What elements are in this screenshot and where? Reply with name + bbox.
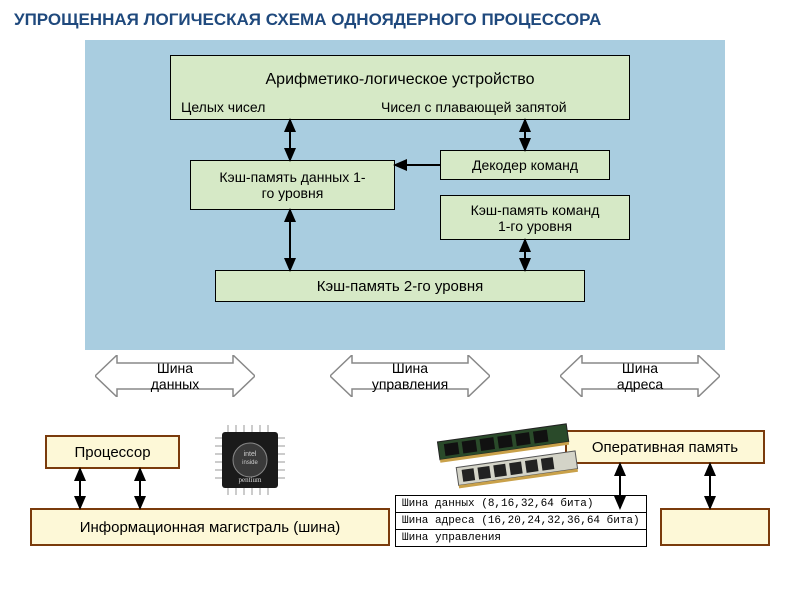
cpu-box: Процессор bbox=[45, 435, 180, 469]
svg-text:intel: intel bbox=[244, 451, 257, 458]
cache-instr-l1-line1: Кэш-память команд bbox=[471, 202, 600, 218]
bus-control-l2: управления bbox=[372, 376, 448, 392]
bus-address-l2: адреса bbox=[617, 376, 663, 392]
bus-address-l1: Шина bbox=[617, 360, 663, 376]
bus-box: Информационная магистраль (шина) bbox=[30, 508, 390, 546]
decoder-label: Декодер команд bbox=[472, 157, 578, 173]
bus-table-row: Шина адреса (16,20,24,32,36,64 бита) bbox=[396, 513, 647, 530]
page-title: УПРОЩЕННАЯ ЛОГИЧЕСКАЯ СХЕМА ОДНОЯДЕРНОГО… bbox=[14, 10, 601, 30]
cpu-label: Процессор bbox=[74, 444, 150, 461]
bus-control-shape: Шинауправления bbox=[330, 355, 490, 397]
bus-data-l2: данных bbox=[151, 376, 199, 392]
bus-data-shape: Шинаданных bbox=[95, 355, 255, 397]
bus-info-table: Шина данных (8,16,32,64 бита) Шина адрес… bbox=[395, 495, 647, 547]
ram-modules-icon bbox=[430, 420, 590, 490]
svg-text:pentium: pentium bbox=[239, 476, 262, 484]
bus-table-row: Шина управления bbox=[396, 530, 647, 547]
cache-instr-l1-line2: 1-го уровня bbox=[498, 218, 572, 234]
bus-label-text: Информационная магистраль (шина) bbox=[80, 519, 341, 536]
cache-l2: Кэш-память 2-го уровня bbox=[215, 270, 585, 302]
cache-data-l1: Кэш-память данных 1- го уровня bbox=[190, 160, 395, 210]
alu-block: Арифметико-логическое устройство Целых ч… bbox=[170, 55, 630, 120]
alu-sub-float: Чисел с плавающей запятой bbox=[381, 99, 567, 115]
bus-control-l1: Шина bbox=[372, 360, 448, 376]
bus-box-right bbox=[660, 508, 770, 546]
svg-text:inside: inside bbox=[242, 460, 258, 466]
ram-box: Оперативная память bbox=[565, 430, 765, 464]
pentium-chip-icon: intel inside pentium bbox=[210, 420, 290, 500]
alu-sub-int: Целых чисел bbox=[181, 99, 265, 115]
bus-address-shape: Шинаадреса bbox=[560, 355, 720, 397]
bus-table-row: Шина данных (8,16,32,64 бита) bbox=[396, 496, 647, 513]
cache-instr-l1: Кэш-память команд 1-го уровня bbox=[440, 195, 630, 240]
cache-data-l1-line2: го уровня bbox=[262, 185, 324, 201]
cache-l2-label: Кэш-память 2-го уровня bbox=[317, 278, 484, 295]
bus-data-l1: Шина bbox=[151, 360, 199, 376]
decoder-block: Декодер команд bbox=[440, 150, 610, 180]
cache-data-l1-line1: Кэш-память данных 1- bbox=[219, 169, 365, 185]
ram-label: Оперативная память bbox=[592, 439, 738, 456]
alu-label: Арифметико-логическое устройство bbox=[266, 71, 535, 89]
